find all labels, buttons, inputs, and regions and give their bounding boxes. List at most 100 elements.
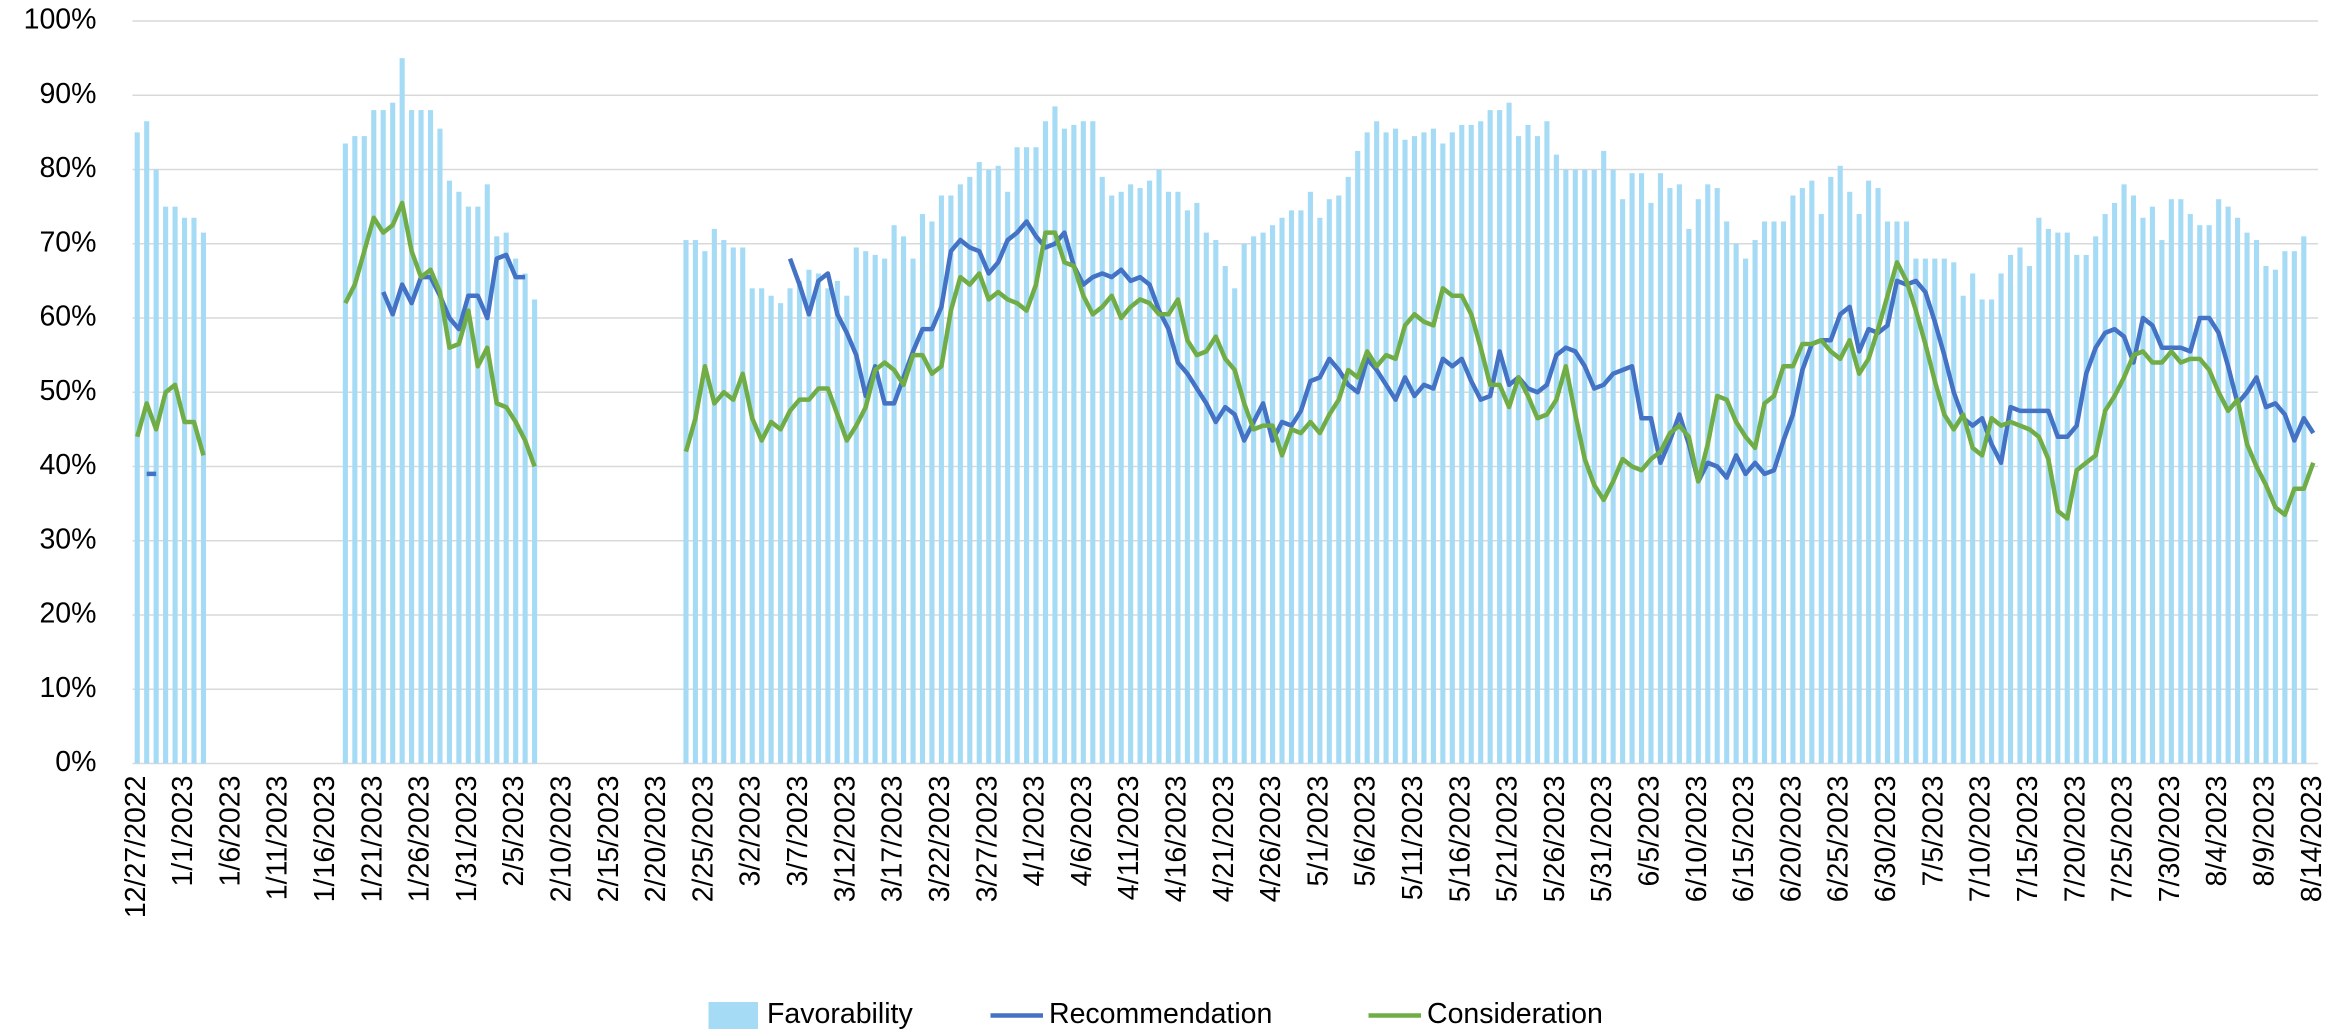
y-tick-label: 30%	[39, 523, 96, 555]
bar	[1989, 299, 1995, 764]
bar	[1837, 165, 1843, 764]
bar	[1478, 121, 1484, 764]
bar	[2074, 254, 2080, 764]
bar	[191, 217, 197, 764]
x-tick-label: 6/15/2023	[1728, 776, 1760, 903]
bar	[1014, 147, 1020, 764]
bar	[882, 258, 888, 764]
bar	[759, 288, 765, 764]
bar	[1071, 124, 1077, 764]
y-tick-label: 0%	[55, 746, 96, 778]
bar	[1903, 221, 1909, 764]
x-tick-label: 5/1/2023	[1302, 776, 1334, 887]
bar	[1894, 221, 1900, 764]
x-tick-label: 2/10/2023	[546, 776, 578, 903]
bar	[1780, 221, 1787, 764]
bar	[1487, 110, 1493, 764]
bar	[1809, 180, 1815, 764]
bar	[2026, 266, 2032, 764]
bar	[1620, 199, 1626, 764]
x-tick-label: 1/6/2023	[214, 776, 246, 887]
x-tick-label: 3/7/2023	[782, 776, 814, 887]
y-tick-label: 70%	[39, 226, 96, 258]
bar	[1771, 221, 1777, 764]
bar	[2272, 269, 2278, 764]
bar	[1714, 188, 1720, 764]
bar	[1506, 102, 1512, 764]
bar	[1099, 176, 1105, 764]
bar	[986, 169, 992, 764]
x-tick-label: 5/16/2023	[1444, 776, 1476, 903]
line	[135, 200, 2316, 521]
bar	[1165, 191, 1172, 764]
x-tick-label: 6/25/2023	[1823, 776, 1855, 903]
bar	[1270, 225, 1276, 764]
x-tick-label: 8/9/2023	[2248, 776, 2280, 887]
bar	[2187, 214, 2193, 764]
bar	[1156, 169, 1162, 764]
bar	[134, 132, 140, 764]
legend-label: Consideration	[1427, 998, 1603, 1030]
x-tick-label: 1/11/2023	[262, 776, 294, 901]
bar	[2168, 199, 2174, 764]
bar	[2282, 251, 2288, 764]
bar	[1752, 240, 1758, 764]
bar	[1042, 121, 1049, 764]
bar	[891, 225, 897, 764]
x-tick-label: 3/12/2023	[829, 776, 861, 903]
bar	[1345, 176, 1351, 764]
bar	[1884, 221, 1891, 764]
bar	[1411, 136, 1418, 764]
bar	[1364, 132, 1370, 764]
bar	[815, 273, 821, 764]
x-tick-label: 3/22/2023	[924, 776, 956, 903]
bar	[1024, 147, 1030, 764]
bar	[200, 232, 207, 764]
bar	[2216, 199, 2222, 764]
bar	[2055, 232, 2061, 764]
bar	[1525, 124, 1531, 764]
y-tick-label: 50%	[39, 375, 96, 407]
bar	[2291, 251, 2297, 764]
bar	[919, 214, 926, 764]
bar	[967, 176, 973, 764]
x-tick-label: 3/17/2023	[877, 776, 909, 903]
bar	[1941, 258, 1947, 764]
x-tick-label: 5/26/2023	[1539, 776, 1571, 903]
x-tick-label: 2/5/2023	[498, 776, 530, 887]
y-tick-label: 20%	[39, 598, 96, 630]
bar	[1799, 188, 1805, 764]
bar	[1998, 273, 2004, 764]
bar	[1932, 258, 1938, 764]
bar	[740, 247, 746, 764]
bar	[1497, 110, 1503, 764]
bar	[787, 288, 793, 764]
bar	[711, 228, 717, 764]
bar	[2130, 195, 2137, 764]
bar	[503, 232, 509, 764]
bar	[342, 143, 348, 764]
bar	[1147, 180, 1153, 764]
bar	[1601, 150, 1607, 764]
bar	[844, 295, 850, 764]
bar	[1440, 143, 1446, 764]
bar	[1818, 214, 1824, 764]
x-tick-label: 1/21/2023	[356, 776, 388, 903]
bar	[475, 206, 481, 764]
x-tick-label: 7/5/2023	[1917, 776, 1949, 887]
bar	[976, 162, 982, 764]
x-tick-label: 7/15/2023	[2012, 776, 2044, 903]
bar	[721, 240, 727, 764]
bar	[1856, 214, 1862, 764]
bar	[1213, 240, 1219, 764]
bar	[2064, 232, 2070, 764]
bar	[796, 280, 803, 764]
bar	[2017, 247, 2023, 764]
bar	[1667, 188, 1673, 764]
bar	[834, 280, 840, 764]
x-tick-label: 7/20/2023	[2059, 776, 2091, 903]
bar	[2244, 232, 2250, 764]
bar	[1875, 188, 1881, 764]
bar	[456, 191, 462, 764]
bar	[1534, 136, 1541, 764]
